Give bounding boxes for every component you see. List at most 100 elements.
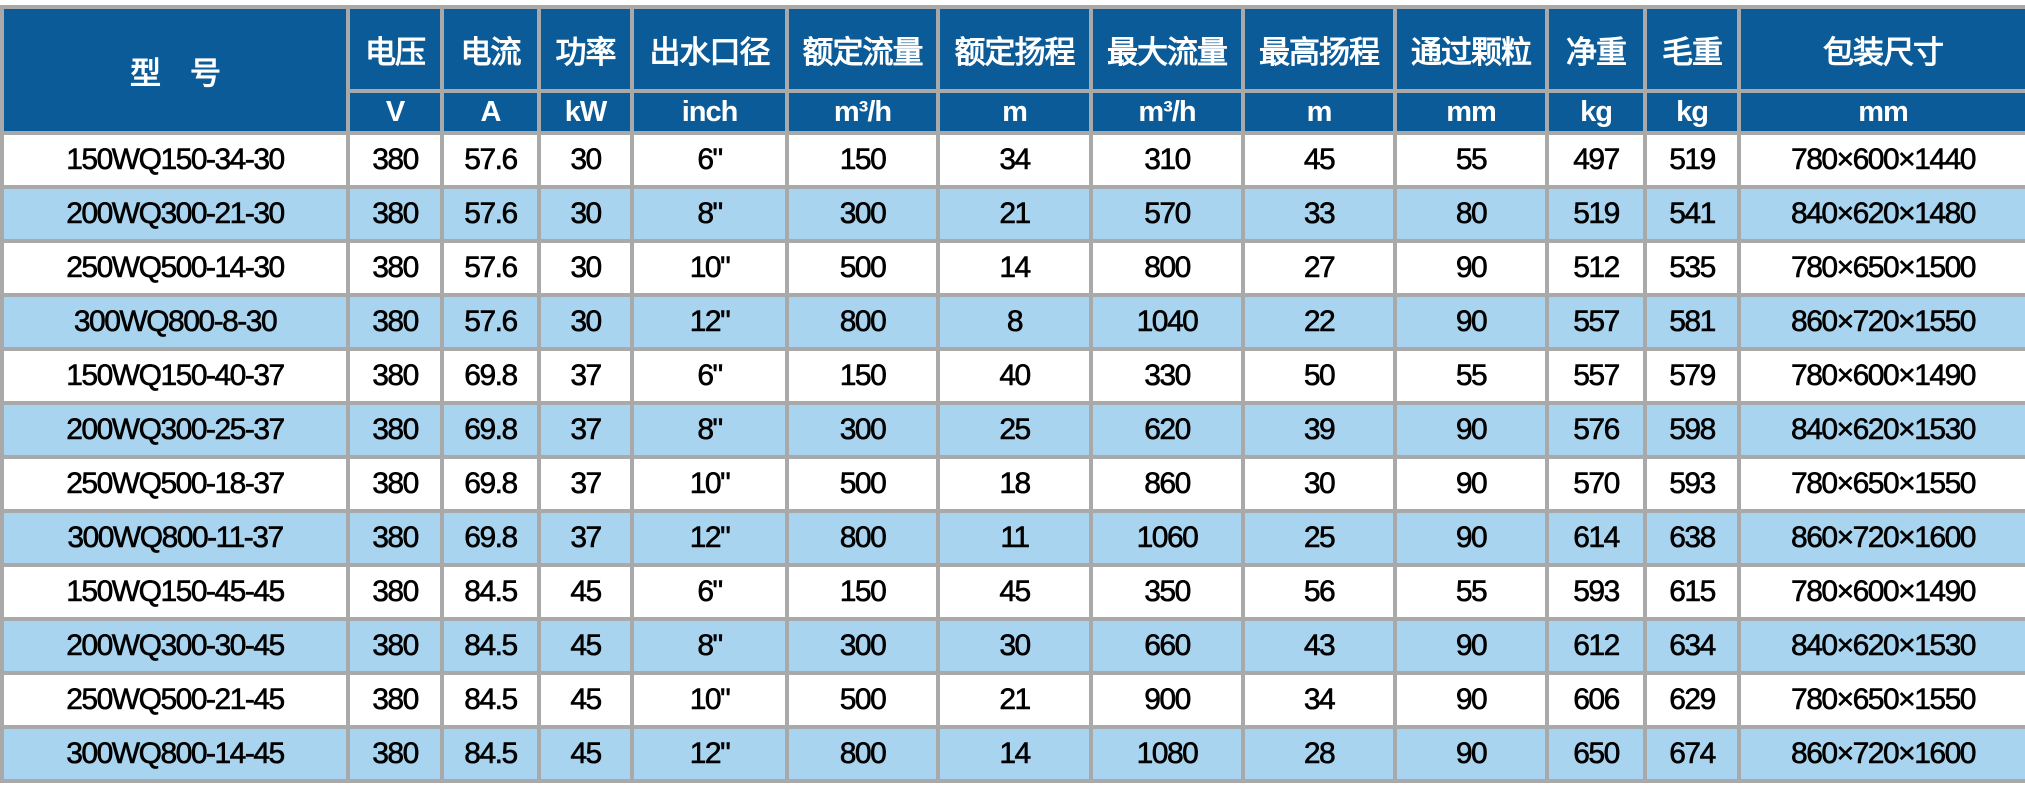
- value-cell: 12": [630, 725, 789, 783]
- header-cell: 净重: [1545, 5, 1647, 93]
- value-cell: 10": [630, 239, 789, 297]
- value-cell: 6": [630, 131, 789, 189]
- value-cell: 780×650×1500: [1737, 239, 2025, 297]
- value-cell: 37: [537, 455, 634, 513]
- value-cell: 69.8: [440, 509, 541, 567]
- value-cell: 80: [1393, 185, 1549, 243]
- value-cell: 500: [785, 239, 940, 297]
- value-cell: 45: [936, 563, 1093, 621]
- value-cell: 37: [537, 347, 634, 405]
- table-row: 300WQ800-11-37 380 69.8 37 12" 800 11 1060 25 90 6…: [0, 509, 2025, 567]
- unit-cell: A: [440, 89, 541, 135]
- table-row: 200WQ300-21-30 380 57.6 30 8" 300 21 570 33 80 519…: [0, 185, 2025, 243]
- value-cell: 500: [785, 671, 940, 729]
- model-cell: 250WQ500-18-37: [0, 455, 350, 513]
- model-cell: 200WQ300-30-45: [0, 617, 350, 675]
- value-cell: 30: [1241, 455, 1397, 513]
- value-cell: 638: [1643, 509, 1741, 567]
- value-cell: 800: [785, 509, 940, 567]
- value-cell: 800: [785, 725, 940, 783]
- header-model: 型 号: [0, 5, 350, 135]
- unit-cell: m: [1241, 89, 1397, 135]
- value-cell: 780×650×1550: [1737, 455, 2025, 513]
- value-cell: 84.5: [440, 671, 541, 729]
- value-cell: 12": [630, 293, 789, 351]
- value-cell: 25: [936, 401, 1093, 459]
- value-cell: 860×720×1600: [1737, 725, 2025, 783]
- value-cell: 90: [1393, 617, 1549, 675]
- value-cell: 90: [1393, 239, 1549, 297]
- header-cell: 最大流量: [1089, 5, 1245, 93]
- value-cell: 57.6: [440, 239, 541, 297]
- value-cell: 50: [1241, 347, 1397, 405]
- value-cell: 90: [1393, 671, 1549, 729]
- value-cell: 800: [1089, 239, 1245, 297]
- value-cell: 8": [630, 185, 789, 243]
- model-cell: 300WQ800-8-30: [0, 293, 350, 351]
- value-cell: 570: [1089, 185, 1245, 243]
- table-row: 300WQ800-8-30 380 57.6 30 12" 800 8 1040 22 90 557…: [0, 293, 2025, 351]
- value-cell: 606: [1545, 671, 1647, 729]
- value-cell: 45: [537, 725, 634, 783]
- value-cell: 615: [1643, 563, 1741, 621]
- value-cell: 34: [936, 131, 1093, 189]
- table-row: 300WQ800-14-45 380 84.5 45 12" 800 14 1080 28 90 6…: [0, 725, 2025, 783]
- value-cell: 69.8: [440, 347, 541, 405]
- value-cell: 674: [1643, 725, 1741, 783]
- spec-table-container: 型 号 电压 电流 功率 出水口径 额定流量 额定扬程 最大流量 最高扬程 通过颗粒 净重 毛重 包装…: [0, 5, 2025, 783]
- value-cell: 300: [785, 185, 940, 243]
- value-cell: 11: [936, 509, 1093, 567]
- value-cell: 330: [1089, 347, 1245, 405]
- value-cell: 800: [785, 293, 940, 351]
- value-cell: 497: [1545, 131, 1647, 189]
- value-cell: 380: [346, 185, 444, 243]
- value-cell: 34: [1241, 671, 1397, 729]
- model-cell: 300WQ800-14-45: [0, 725, 350, 783]
- value-cell: 18: [936, 455, 1093, 513]
- value-cell: 28: [1241, 725, 1397, 783]
- value-cell: 90: [1393, 725, 1549, 783]
- value-cell: 380: [346, 455, 444, 513]
- value-cell: 8": [630, 617, 789, 675]
- value-cell: 8: [936, 293, 1093, 351]
- value-cell: 90: [1393, 401, 1549, 459]
- value-cell: 579: [1643, 347, 1741, 405]
- value-cell: 380: [346, 131, 444, 189]
- value-cell: 380: [346, 509, 444, 567]
- model-cell: 150WQ150-34-30: [0, 131, 350, 189]
- value-cell: 860×720×1550: [1737, 293, 2025, 351]
- value-cell: 43: [1241, 617, 1397, 675]
- value-cell: 150: [785, 347, 940, 405]
- value-cell: 37: [537, 509, 634, 567]
- value-cell: 860×720×1600: [1737, 509, 2025, 567]
- unit-cell: V: [346, 89, 444, 135]
- value-cell: 1040: [1089, 293, 1245, 351]
- value-cell: 27: [1241, 239, 1397, 297]
- header-cell: 功率: [537, 5, 634, 93]
- value-cell: 840×620×1530: [1737, 617, 2025, 675]
- value-cell: 14: [936, 239, 1093, 297]
- value-cell: 57.6: [440, 185, 541, 243]
- header-cell: 最高扬程: [1241, 5, 1397, 93]
- value-cell: 45: [1241, 131, 1397, 189]
- value-cell: 45: [537, 617, 634, 675]
- value-cell: 576: [1545, 401, 1647, 459]
- value-cell: 581: [1643, 293, 1741, 351]
- value-cell: 57.6: [440, 131, 541, 189]
- pump-spec-table: 型 号 电压 电流 功率 出水口径 额定流量 额定扬程 最大流量 最高扬程 通过颗粒 净重 毛重 包装…: [0, 5, 2025, 783]
- value-cell: 612: [1545, 617, 1647, 675]
- value-cell: 1060: [1089, 509, 1245, 567]
- value-cell: 300: [785, 401, 940, 459]
- value-cell: 45: [537, 563, 634, 621]
- table-row: 150WQ150-40-37 380 69.8 37 6" 150 40 330 50 55 557…: [0, 347, 2025, 405]
- model-cell: 150WQ150-45-45: [0, 563, 350, 621]
- value-cell: 30: [537, 185, 634, 243]
- value-cell: 10": [630, 455, 789, 513]
- value-cell: 56: [1241, 563, 1397, 621]
- value-cell: 620: [1089, 401, 1245, 459]
- value-cell: 593: [1545, 563, 1647, 621]
- value-cell: 380: [346, 725, 444, 783]
- value-cell: 598: [1643, 401, 1741, 459]
- value-cell: 150: [785, 563, 940, 621]
- value-cell: 8": [630, 401, 789, 459]
